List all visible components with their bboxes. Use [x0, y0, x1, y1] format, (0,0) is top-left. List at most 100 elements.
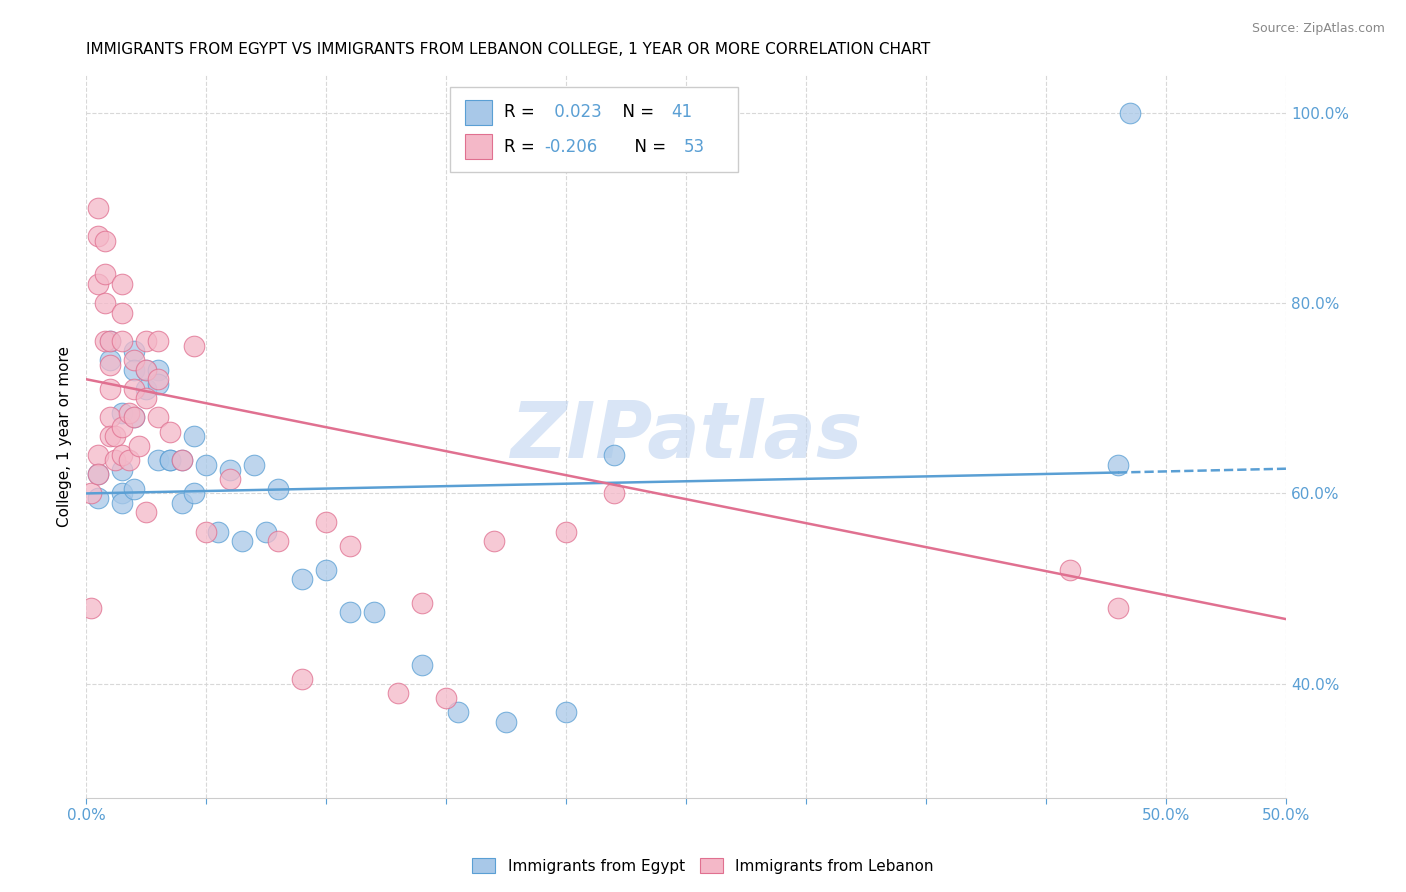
Point — [98, 429, 121, 443]
Point — [219, 463, 242, 477]
Point — [87, 277, 110, 291]
Point — [111, 449, 134, 463]
Point — [135, 362, 157, 376]
Point — [98, 334, 121, 348]
Point — [87, 449, 110, 463]
Point — [1059, 563, 1081, 577]
Point — [122, 362, 145, 376]
Point — [387, 686, 409, 700]
Point — [122, 382, 145, 396]
Point — [159, 453, 181, 467]
Text: 0.023: 0.023 — [550, 103, 602, 121]
Point — [98, 382, 121, 396]
Point — [98, 334, 121, 348]
Legend: Immigrants from Egypt, Immigrants from Lebanon: Immigrants from Egypt, Immigrants from L… — [467, 852, 939, 880]
Point — [1107, 458, 1129, 472]
Point — [146, 453, 169, 467]
Point — [122, 410, 145, 425]
Point — [170, 496, 193, 510]
Point — [1107, 600, 1129, 615]
Text: 41: 41 — [672, 103, 693, 121]
Point — [80, 486, 103, 500]
Point — [135, 362, 157, 376]
Point — [170, 453, 193, 467]
Point — [195, 458, 218, 472]
Point — [122, 482, 145, 496]
Point — [111, 305, 134, 319]
Point — [98, 358, 121, 372]
Point — [555, 524, 578, 539]
Point — [122, 410, 145, 425]
Point — [254, 524, 277, 539]
Point — [122, 353, 145, 368]
Point — [94, 296, 117, 310]
Point — [170, 453, 193, 467]
Point — [122, 343, 145, 358]
Y-axis label: College, 1 year or more: College, 1 year or more — [58, 346, 72, 527]
Point — [291, 572, 314, 586]
Point — [146, 376, 169, 391]
Point — [267, 534, 290, 549]
Text: N =: N = — [624, 137, 671, 156]
Point — [87, 201, 110, 215]
Text: -0.206: -0.206 — [544, 137, 598, 156]
Point — [94, 234, 117, 248]
Point — [135, 334, 157, 348]
Point — [411, 657, 433, 672]
Text: R =: R = — [503, 137, 540, 156]
Text: N =: N = — [612, 103, 659, 121]
Point — [87, 467, 110, 482]
FancyBboxPatch shape — [465, 134, 492, 160]
Point — [98, 410, 121, 425]
Point — [195, 524, 218, 539]
Point — [482, 534, 505, 549]
Point — [98, 353, 121, 368]
Point — [146, 362, 169, 376]
Point — [87, 229, 110, 244]
Point — [603, 486, 626, 500]
FancyBboxPatch shape — [465, 100, 492, 125]
Point — [87, 467, 110, 482]
Point — [80, 600, 103, 615]
Point — [111, 277, 134, 291]
Point — [118, 405, 141, 419]
Point — [104, 453, 127, 467]
Point — [315, 515, 337, 529]
Point — [159, 425, 181, 439]
Point — [267, 482, 290, 496]
Point — [94, 334, 117, 348]
Point — [434, 691, 457, 706]
Text: R =: R = — [503, 103, 540, 121]
Point — [315, 563, 337, 577]
Point — [135, 382, 157, 396]
Point — [111, 419, 134, 434]
Point — [146, 410, 169, 425]
Point — [495, 714, 517, 729]
Point — [111, 486, 134, 500]
Point — [118, 453, 141, 467]
Point — [104, 429, 127, 443]
Point — [146, 372, 169, 386]
Point — [128, 439, 150, 453]
Point — [363, 606, 385, 620]
Point — [135, 391, 157, 405]
Point — [146, 334, 169, 348]
Point — [1119, 105, 1142, 120]
Point — [111, 405, 134, 419]
Point — [111, 496, 134, 510]
Text: IMMIGRANTS FROM EGYPT VS IMMIGRANTS FROM LEBANON COLLEGE, 1 YEAR OR MORE CORRELA: IMMIGRANTS FROM EGYPT VS IMMIGRANTS FROM… — [86, 42, 931, 57]
Text: 53: 53 — [683, 137, 704, 156]
FancyBboxPatch shape — [450, 87, 738, 172]
Point — [207, 524, 229, 539]
Point — [555, 706, 578, 720]
Point — [183, 339, 205, 353]
Point — [603, 449, 626, 463]
Point — [111, 463, 134, 477]
Point — [231, 534, 253, 549]
Text: ZIPatlas: ZIPatlas — [510, 399, 862, 475]
Point — [447, 706, 470, 720]
Point — [339, 539, 361, 553]
Point — [111, 334, 134, 348]
Point — [183, 486, 205, 500]
Point — [291, 672, 314, 686]
